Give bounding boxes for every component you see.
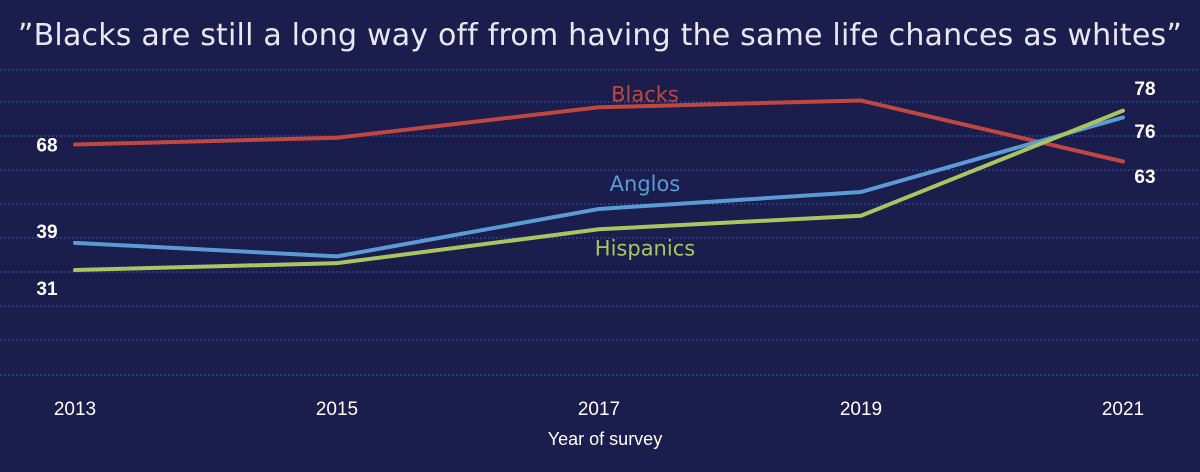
x-tick-label: 2015 [316,399,358,420]
series-line-blacks [73,98,1125,164]
x-tick-label: 2019 [840,399,882,420]
series-labels: Blacks Anglos Hispanics 68 39 31 78 76 63 [36,79,1155,300]
end-value-label: 63 [1134,167,1155,188]
end-value-label: 78 [1134,79,1155,100]
chart-title: ”Blacks are still a long way off from ha… [17,18,1183,53]
series-line-anglos [73,115,1125,259]
x-axis-ticks: 2013 2015 2017 2019 2021 [54,399,1144,420]
end-value-label: 76 [1134,122,1155,143]
series-label-anglos: Anglos [610,172,681,196]
series-lines [73,98,1125,272]
x-tick-label: 2021 [1102,399,1144,420]
start-value-label: 31 [36,279,58,300]
x-tick-label: 2017 [578,399,620,420]
gridlines [0,69,1200,376]
series-label-hispanics: Hispanics [595,236,695,260]
x-tick-label: 2013 [54,399,96,420]
x-axis-label: Year of survey [548,429,662,449]
start-value-label: 68 [36,136,57,157]
series-line-hispanics [73,108,1125,272]
series-label-blacks: Blacks [611,82,679,106]
start-value-label: 39 [36,222,57,243]
